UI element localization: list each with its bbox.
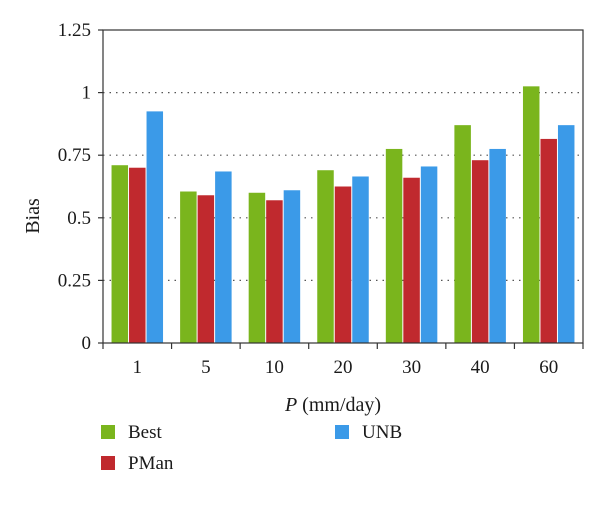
bar-unb [146, 111, 164, 343]
axes [98, 29, 584, 349]
y-tick-label: 1 [82, 83, 92, 104]
y-tick-label: 0.25 [58, 270, 91, 291]
bar-unb [215, 171, 232, 343]
x-tick-label: 1 [133, 357, 143, 378]
legend-label-unb: UNB [362, 422, 402, 443]
bar-best [180, 191, 197, 343]
x-axis-unit: (mm/day) [297, 394, 381, 416]
y-tick-label: 0.5 [67, 208, 91, 229]
x-tick-label: 20 [334, 357, 353, 378]
x-axis-title: P (mm/day) [284, 394, 381, 416]
bar-best [454, 125, 471, 343]
bar-best [522, 86, 540, 343]
bar-pman [197, 195, 215, 343]
bars [111, 86, 575, 343]
y-axis-title: Bias [22, 198, 44, 234]
x-tick-label: 10 [265, 357, 284, 378]
y-tick-label: 0.75 [58, 145, 91, 166]
bar-pman [129, 167, 146, 343]
x-tick-label: 40 [471, 357, 490, 378]
bar-unb [283, 190, 301, 343]
y-tick-label: 1.25 [58, 20, 91, 41]
plot-frame [102, 29, 584, 344]
bar-unb [557, 125, 575, 343]
tick-labels: 0 0.25 0.5 0.75 1 1.25 1 5 10 20 30 40 60 [58, 20, 558, 378]
legend-swatch-pman [101, 456, 115, 470]
legend-label-best: Best [128, 422, 163, 443]
bar-pman [266, 200, 283, 343]
bar-pman [540, 138, 557, 343]
bar-best [111, 165, 129, 343]
x-tick-label: 60 [539, 357, 558, 378]
x-tick-label: 5 [201, 357, 211, 378]
y-tick-label: 0 [82, 333, 92, 354]
bar-unb [489, 148, 506, 343]
bar-best [248, 192, 266, 343]
bar-best [385, 148, 403, 343]
legend-label-pman: PMan [128, 453, 174, 474]
legend-swatch-best [101, 425, 115, 439]
x-tick-label: 30 [402, 357, 421, 378]
bar-pman [334, 186, 352, 343]
legend: Best PMan UNB [101, 422, 402, 474]
bar-pman [403, 177, 420, 343]
legend-swatch-unb [335, 425, 349, 439]
x-axis-variable: P [284, 394, 297, 416]
bar-pman [471, 160, 489, 343]
bar-best [317, 170, 334, 343]
bar-unb [420, 166, 438, 343]
bar-unb [352, 176, 369, 343]
